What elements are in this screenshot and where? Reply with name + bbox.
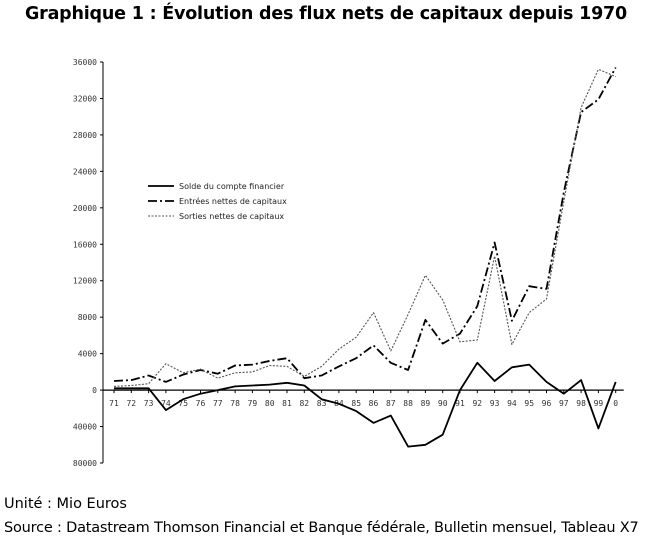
x-tick-label: 97 xyxy=(559,399,569,408)
series-line-1 xyxy=(114,361,617,448)
x-tick-label: 98 xyxy=(576,399,586,408)
chart-axes: 3600032000280002400020000160001200080004… xyxy=(73,58,624,468)
y-tick-label: 40000 xyxy=(73,423,97,432)
source-note: Source : Datastream Thomson Financial et… xyxy=(4,520,639,536)
y-tick-label: 28000 xyxy=(73,131,97,140)
x-tick-label: 88 xyxy=(403,399,413,408)
x-tick-label: 83 xyxy=(317,399,327,408)
y-tick-label: 20000 xyxy=(73,204,97,213)
x-tick-label: 74 xyxy=(161,399,171,408)
x-tick-label: 0 xyxy=(613,399,618,408)
x-tick-label: 96 xyxy=(542,399,552,408)
x-tick-label: 90 xyxy=(438,399,448,408)
x-tick-label: 91 xyxy=(455,399,465,408)
line-chart: 3600032000280002400020000160001200080004… xyxy=(73,58,624,468)
x-tick-label: 77 xyxy=(213,399,223,408)
chart-series-layer xyxy=(113,67,617,448)
y-tick-label: 8000 xyxy=(78,313,97,322)
x-tick-label: 82 xyxy=(299,399,309,408)
y-tick-label: 32000 xyxy=(73,94,97,103)
series-line-3 xyxy=(113,68,616,387)
x-tick-label: 92 xyxy=(472,399,482,408)
x-tick-label: 94 xyxy=(507,399,517,408)
unit-note: Unité : Mio Euros xyxy=(4,496,127,512)
x-tick-label: 76 xyxy=(196,399,206,408)
chart-legend: Solde du compte financier Entrées nettes … xyxy=(148,182,287,221)
x-tick-label: 71 xyxy=(109,399,119,408)
y-tick-label: 24000 xyxy=(73,167,97,176)
y-tick-label: 0 xyxy=(92,386,97,395)
x-tick-label: 75 xyxy=(178,399,188,408)
y-tick-label: 80000 xyxy=(73,459,97,468)
x-tick-label: 79 xyxy=(248,399,258,408)
x-tick-label: 99 xyxy=(594,399,604,408)
x-tick-label: 73 xyxy=(144,399,154,408)
x-tick-label: 86 xyxy=(369,399,379,408)
x-tick-label: 95 xyxy=(524,399,534,408)
x-tick-label: 87 xyxy=(386,399,396,408)
y-tick-label: 36000 xyxy=(73,58,97,67)
x-tick-label: 93 xyxy=(490,399,500,408)
legend-label-2: Entrées nettes de capitaux xyxy=(179,196,287,206)
x-tick-label: 72 xyxy=(126,399,136,408)
chart-title: Graphique 1 : Évolution des flux nets de… xyxy=(24,4,628,24)
x-tick-label: 89 xyxy=(421,399,431,408)
x-tick-label: 85 xyxy=(351,399,361,408)
x-tick-label: 80 xyxy=(265,399,275,408)
series-line-2 xyxy=(113,67,617,383)
y-tick-label: 12000 xyxy=(73,277,97,286)
y-tick-label: 16000 xyxy=(73,240,97,249)
y-tick-label: 4000 xyxy=(78,350,97,359)
x-tick-label: 81 xyxy=(282,399,292,408)
x-tick-label: 78 xyxy=(230,399,240,408)
legend-label-3: Sorties nettes de capitaux xyxy=(179,212,284,221)
legend-label-1: Solde du compte financier xyxy=(179,182,285,191)
